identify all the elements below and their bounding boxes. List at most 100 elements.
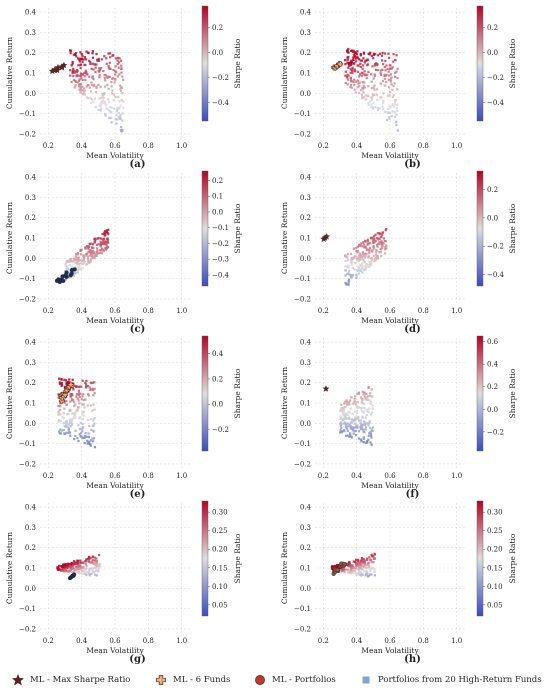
portfolio-point — [78, 572, 81, 575]
portfolio-point — [93, 559, 96, 562]
portfolio-point — [358, 257, 362, 260]
portfolio-point — [384, 59, 387, 63]
portfolio-point — [365, 570, 369, 573]
portfolio-point — [59, 419, 62, 423]
portfolio-point — [351, 421, 354, 424]
portfolio-point — [94, 562, 98, 565]
portfolio-point — [346, 568, 349, 571]
portfolio-point — [344, 434, 348, 437]
y-tick-label: −0.1 — [294, 440, 311, 448]
portfolio-point — [97, 108, 100, 112]
portfolio-point — [395, 70, 398, 73]
portfolio-point — [377, 106, 380, 110]
portfolio-point — [96, 249, 99, 252]
x-tick-label: 0.6 — [384, 637, 396, 645]
portfolio-point — [360, 556, 364, 560]
y-tick-label: 0.4 — [25, 9, 37, 17]
portfolio-point — [65, 382, 68, 385]
portfolio-point — [97, 567, 101, 570]
portfolio-point — [59, 565, 63, 568]
portfolio-point — [356, 86, 359, 89]
portfolio-point — [68, 420, 72, 423]
portfolio-point — [366, 240, 369, 243]
portfolio-point — [359, 62, 362, 65]
portfolio-point — [91, 410, 94, 413]
portfolio-point — [363, 86, 367, 89]
portfolio-point — [89, 388, 92, 392]
portfolio-point — [71, 70, 74, 73]
portfolio-point — [69, 400, 72, 403]
portfolio-point — [366, 243, 369, 246]
portfolio-point — [110, 85, 113, 88]
portfolio-point — [98, 70, 101, 73]
portfolio-point — [118, 73, 121, 76]
portfolio-point — [361, 271, 364, 274]
portfolio-point — [359, 265, 362, 268]
colorbar-label: Sharpe Ratio — [233, 368, 242, 418]
y-tick-label: −0.2 — [294, 295, 311, 303]
portfolio-point — [369, 567, 373, 570]
portfolio-point — [87, 84, 90, 87]
portfolio-point — [72, 67, 75, 70]
portfolio-point — [348, 572, 351, 575]
portfolio-point — [386, 111, 389, 114]
portfolio-point — [104, 233, 107, 236]
portfolio-point — [96, 59, 99, 62]
colorbar-tick-label: −0.2 — [212, 426, 229, 434]
portfolio-point — [69, 74, 72, 77]
x-tick-label: 0.6 — [109, 472, 121, 480]
portfolio-point — [363, 423, 366, 427]
portfolio-point — [371, 65, 374, 68]
portfolio-point — [64, 569, 67, 572]
portfolio-point — [88, 574, 91, 577]
portfolio-point — [354, 434, 358, 437]
portfolio-point — [70, 570, 73, 573]
portfolio-point — [72, 388, 75, 391]
portfolio-point — [363, 411, 366, 414]
x-tick-label: 0.6 — [109, 142, 121, 150]
portfolio-point — [373, 557, 376, 560]
portfolio-point — [100, 242, 103, 245]
portfolio-point — [74, 255, 77, 258]
portfolio-point — [94, 254, 97, 257]
portfolio-point — [89, 258, 93, 261]
portfolio-point — [91, 257, 94, 260]
portfolio-point — [74, 561, 77, 564]
portfolio-point — [353, 268, 356, 271]
portfolio-point — [353, 419, 356, 423]
portfolio-point — [78, 402, 81, 405]
portfolio-point — [70, 399, 74, 402]
portfolio-point — [381, 68, 384, 71]
portfolio-point — [386, 67, 389, 71]
portfolio-point — [79, 72, 83, 75]
panel-caption: (h) — [404, 654, 421, 665]
circle-icon — [254, 674, 266, 686]
portfolio-point — [74, 429, 77, 432]
portfolio-point — [83, 441, 86, 445]
portfolio-point — [74, 434, 77, 438]
portfolio-point — [371, 395, 374, 398]
portfolio-point — [107, 75, 110, 79]
portfolio-point — [365, 247, 368, 250]
portfolio-point — [97, 59, 101, 62]
scatter-panel-e: 0.2 0.4 0.6 0.8 1.0−0.2−0.10.00.10.20.30.4Me… — [5, 335, 242, 490]
portfolio-point — [70, 420, 73, 423]
portfolio-point — [351, 564, 354, 567]
portfolio-point — [357, 82, 360, 85]
portfolio-point — [98, 104, 101, 108]
portfolio-point — [370, 258, 373, 261]
portfolio-point — [371, 404, 374, 407]
portfolio-point — [71, 71, 74, 75]
portfolio-point — [58, 408, 61, 411]
ml-6-funds-point — [337, 61, 344, 67]
portfolio-point — [365, 252, 368, 256]
portfolio-point — [80, 403, 84, 406]
portfolio-point — [71, 423, 74, 426]
portfolio-point — [368, 265, 371, 268]
x-tick-label: 0.4 — [76, 472, 88, 480]
portfolio-point — [365, 398, 368, 402]
portfolio-point — [97, 83, 100, 87]
portfolio-point — [363, 570, 366, 573]
portfolio-point — [73, 257, 76, 260]
portfolio-point — [348, 403, 351, 406]
